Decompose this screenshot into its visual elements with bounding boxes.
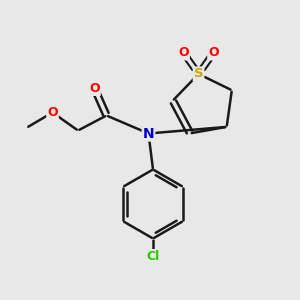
- Text: N: N: [143, 127, 154, 140]
- Text: O: O: [178, 46, 189, 59]
- Text: Cl: Cl: [146, 250, 160, 263]
- Text: O: O: [47, 106, 58, 119]
- Text: O: O: [208, 46, 219, 59]
- Text: S: S: [194, 68, 203, 80]
- Text: O: O: [89, 82, 100, 95]
